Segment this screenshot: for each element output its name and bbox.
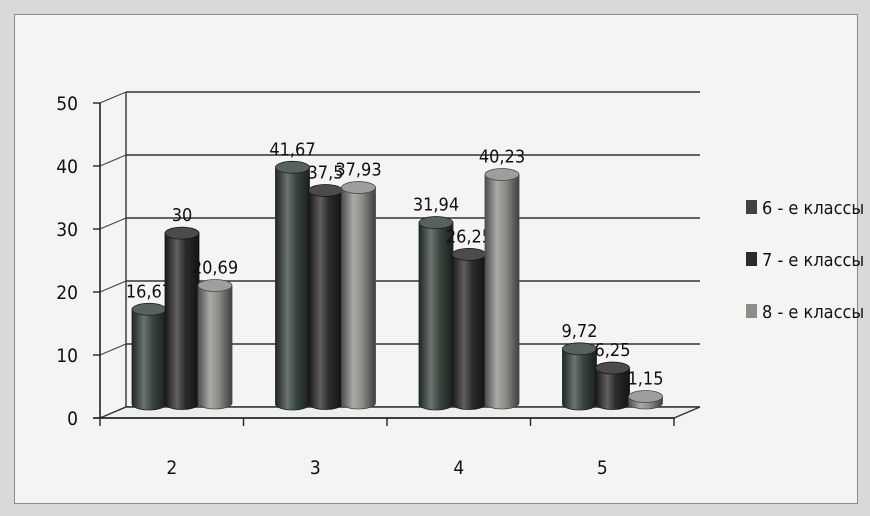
x-tick-label: 4 <box>453 457 464 479</box>
bar-7-cat-3 <box>308 190 343 410</box>
bar-top <box>341 181 376 194</box>
legend-label: 8 - е классы <box>762 302 864 323</box>
legend-swatch <box>746 200 757 214</box>
y-tick-label: 50 <box>56 93 78 115</box>
gridline-side <box>99 91 127 104</box>
gridline-side <box>99 217 127 230</box>
data-label: 40,23 <box>479 146 525 167</box>
gridline-side <box>99 154 127 167</box>
bar-top <box>562 342 597 356</box>
gridline-side <box>99 343 127 356</box>
bar-top <box>131 302 167 316</box>
data-label: 30 <box>172 205 193 226</box>
bar-top <box>628 390 663 403</box>
data-label: 16,67 <box>126 281 172 302</box>
bar-8-cat-4 <box>484 174 520 410</box>
bar-6-cat-5 <box>562 348 597 411</box>
data-label: 6,25 <box>594 340 630 361</box>
data-label: 41,67 <box>269 139 315 160</box>
bar-7-cat-4 <box>451 254 487 410</box>
legend-swatch <box>746 304 757 318</box>
y-tick-label: 10 <box>56 345 78 367</box>
data-label: 37,93 <box>335 160 381 181</box>
x-tick-label: 5 <box>597 457 608 479</box>
bar-top <box>484 168 520 181</box>
bar-top <box>275 160 310 174</box>
data-label: 31,94 <box>413 195 459 216</box>
bar-6-cat-3 <box>275 166 310 411</box>
gridline-side <box>99 280 127 293</box>
y-tick-label: 0 <box>67 408 78 430</box>
data-label: 26,25 <box>446 226 492 247</box>
data-label: 20,69 <box>192 257 238 278</box>
bar-8-cat-2 <box>197 285 233 410</box>
bar-6-cat-4 <box>418 222 454 411</box>
y-tick-label: 30 <box>56 219 78 241</box>
x-tick-label: 2 <box>166 457 177 479</box>
data-label: 9,72 <box>561 321 597 342</box>
bar-top <box>451 247 487 261</box>
bar-top <box>308 184 343 197</box>
data-label: 37,5 <box>307 163 343 184</box>
x-tick-label: 3 <box>310 457 321 479</box>
data-label: 1,15 <box>627 368 663 389</box>
bar-top <box>418 216 454 229</box>
bar-top <box>197 279 233 292</box>
legend-swatch <box>746 252 757 266</box>
bar-8-cat-3 <box>341 187 376 410</box>
legend-label: 7 - е классы <box>762 250 864 271</box>
bar-top <box>595 361 630 375</box>
y-tick-label: 20 <box>56 282 78 304</box>
legend-label: 6 - е классы <box>762 198 864 219</box>
bar-top <box>164 226 200 240</box>
y-tick-label: 40 <box>56 156 78 178</box>
bar-6-cat-2 <box>131 308 167 411</box>
